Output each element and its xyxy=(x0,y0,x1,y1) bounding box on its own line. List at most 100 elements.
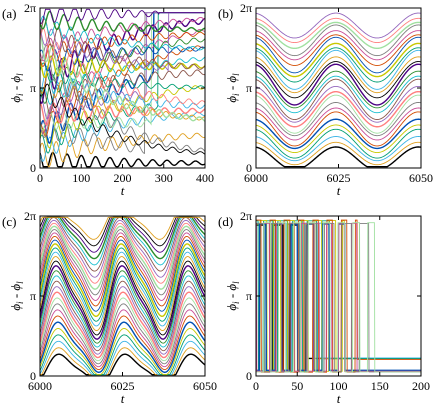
series-group xyxy=(256,12,421,168)
y-tick-label: 0 xyxy=(246,369,252,383)
x-tick-label: 100 xyxy=(330,379,348,393)
series-line xyxy=(40,265,205,340)
x-tick-label: 0 xyxy=(253,379,259,393)
series-line xyxy=(256,75,421,114)
y-tick-label: 0 xyxy=(30,369,36,383)
y-tick-label: 2π xyxy=(240,209,252,223)
y-tick-label: 2π xyxy=(240,1,252,15)
y-axis-label: ϕi - ϕl xyxy=(224,281,241,311)
series-line xyxy=(256,24,421,57)
series-line xyxy=(256,146,421,168)
series-line xyxy=(256,61,421,99)
y-tick-label: π xyxy=(246,81,252,95)
x-tick-label: 6050 xyxy=(409,171,433,185)
panel-label: (a) xyxy=(2,6,16,21)
series-line xyxy=(40,256,205,332)
chart-panel-2: 6000 6025 6050 0 π 2π t ϕi - ϕl (b) xyxy=(218,1,433,198)
series-group xyxy=(256,219,421,373)
series-line xyxy=(40,30,205,122)
series-line xyxy=(40,347,205,376)
series-line xyxy=(256,222,421,372)
series-line xyxy=(40,219,205,278)
series-line xyxy=(40,328,205,376)
series-line xyxy=(256,34,421,66)
series-line xyxy=(40,321,205,374)
y-axis-label: ϕi - ϕl xyxy=(224,73,241,103)
series-line xyxy=(40,353,205,376)
series-line xyxy=(256,94,421,134)
series-line xyxy=(40,270,205,344)
series-line xyxy=(40,297,205,362)
series-line xyxy=(40,243,205,318)
x-tick-label: 50 xyxy=(291,379,303,393)
series-line xyxy=(40,334,205,376)
series-line xyxy=(256,49,421,90)
series-line xyxy=(256,21,421,50)
x-tick-label: 200 xyxy=(412,379,430,393)
series-line xyxy=(40,340,205,376)
series-line xyxy=(256,78,421,120)
series-line xyxy=(40,101,205,126)
series-line xyxy=(40,260,205,336)
series-line xyxy=(40,239,205,312)
series-line xyxy=(40,235,205,307)
y-tick-label: π xyxy=(30,81,36,95)
series-line xyxy=(256,17,421,44)
y-tick-label: 0 xyxy=(246,161,252,175)
panel-label: (b) xyxy=(218,6,233,21)
series-line xyxy=(256,12,421,39)
series-line xyxy=(256,128,421,159)
x-tick-label: 6000 xyxy=(244,171,268,185)
series-line xyxy=(256,85,421,123)
series-line xyxy=(256,118,421,150)
series-line xyxy=(256,90,421,128)
x-tick-label: 0 xyxy=(37,171,43,185)
series-line xyxy=(256,42,421,78)
y-tick-label: 0 xyxy=(30,161,36,175)
series-line xyxy=(256,124,421,154)
x-axis-label: t xyxy=(337,183,341,198)
y-tick-label: 2π xyxy=(24,209,36,223)
series-line xyxy=(40,62,205,90)
series-line xyxy=(256,70,421,109)
series-line xyxy=(40,44,205,153)
chart-panel-4: 0 50 100 150 200 0 π 2π t ϕi - ϕl (d) xyxy=(218,209,430,406)
x-tick-label: 6050 xyxy=(193,379,217,393)
series-line xyxy=(40,56,205,105)
series-line xyxy=(256,141,421,166)
series-line xyxy=(256,102,421,137)
y-tick-label: 2π xyxy=(24,1,36,15)
series-group xyxy=(40,216,205,376)
series-line xyxy=(40,251,205,327)
x-tick-label: 6000 xyxy=(28,379,52,393)
series-line xyxy=(40,222,205,284)
series-line xyxy=(40,247,205,322)
y-tick-label: π xyxy=(30,289,36,303)
x-axis-label: t xyxy=(121,183,125,198)
series-line xyxy=(40,132,205,168)
series-line xyxy=(40,18,205,70)
series-line xyxy=(256,56,421,94)
series-line xyxy=(40,8,205,25)
series-line xyxy=(40,229,205,296)
y-tick-label: π xyxy=(246,289,252,303)
series-line xyxy=(256,222,421,373)
x-tick-label: 100 xyxy=(72,171,90,185)
chart-panel-3: 6000 6025 6050 0 π 2π t ϕi - ϕl (c) xyxy=(2,209,217,406)
series-line xyxy=(40,83,205,155)
x-tick-label: 6025 xyxy=(111,379,135,393)
series-line xyxy=(40,280,205,352)
series-line xyxy=(40,303,205,365)
series-line xyxy=(40,225,205,290)
series-line xyxy=(256,136,421,162)
series-line xyxy=(40,315,205,371)
x-tick-label: 6025 xyxy=(327,171,351,185)
series-line xyxy=(40,15,205,51)
series-line xyxy=(40,286,205,355)
x-tick-label: 150 xyxy=(371,379,389,393)
y-axis-label: ϕi - ϕl xyxy=(8,73,25,103)
series-line xyxy=(40,291,205,359)
panel-label: (c) xyxy=(2,214,16,229)
y-axis-label: ϕi - ϕl xyxy=(8,281,25,311)
